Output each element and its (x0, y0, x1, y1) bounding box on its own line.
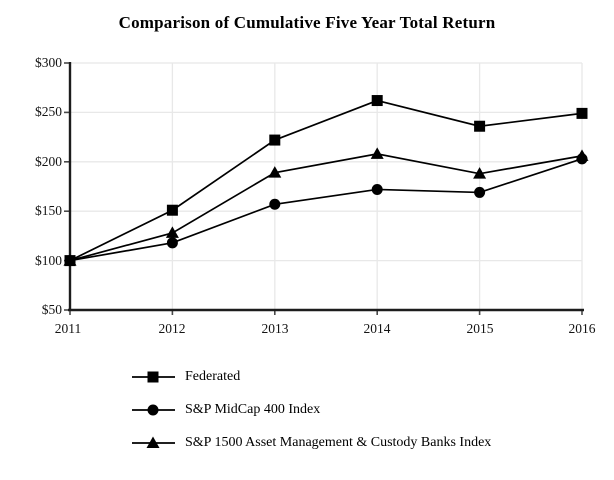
data-point-marker (474, 120, 486, 132)
data-point-marker (474, 186, 486, 198)
y-tick-label: $200 (35, 154, 62, 169)
data-point-marker (370, 147, 384, 159)
plot-area (63, 62, 589, 315)
y-tick-label: $150 (35, 203, 62, 218)
legend-item-federated: Federated (131, 369, 240, 385)
legend-item-sp-midcap-400: S&P MidCap 400 Index (131, 402, 320, 418)
y-tick-label: $100 (35, 253, 62, 268)
x-tick-label: 2011 (54, 321, 82, 336)
chart-title: Comparison of Cumulative Five Year Total… (118, 13, 496, 32)
data-point-marker (269, 134, 281, 146)
series-line (69, 158, 583, 262)
data-point-marker (147, 404, 159, 416)
legend-item-sp-1500-asset-mgmt: S&P 1500 Asset Management & Custody Bank… (131, 435, 491, 451)
circle-marker-icon (132, 404, 175, 416)
data-point-marker (269, 198, 281, 210)
y-tick-label: $250 (35, 104, 62, 119)
legend-label: S&P MidCap 400 Index (185, 402, 321, 417)
data-point-marker (576, 107, 588, 119)
x-tick-label: 2016 (568, 321, 596, 336)
y-tick-label: $50 (41, 302, 62, 317)
data-point-marker (371, 95, 383, 107)
data-point-marker (165, 226, 179, 238)
triangle-marker-icon (132, 436, 175, 448)
data-point-marker (268, 166, 282, 178)
data-point-marker (63, 254, 77, 266)
x-tick-label: 2015 (466, 321, 494, 336)
legend-label: Federated (185, 369, 241, 384)
x-tick-label: 2013 (261, 321, 289, 336)
data-point-marker (147, 371, 159, 383)
data-point-marker (146, 436, 160, 448)
series-line (69, 153, 583, 262)
data-point-marker (575, 149, 589, 161)
legend-label: S&P 1500 Asset Management & Custody Bank… (185, 435, 492, 450)
series-line (69, 99, 583, 262)
square-marker-icon (132, 371, 175, 383)
data-point-marker (473, 167, 487, 179)
data-point-marker (371, 183, 383, 195)
x-tick-label: 2014 (363, 321, 391, 336)
y-tick-label: $300 (35, 55, 62, 70)
data-point-marker (166, 204, 178, 216)
x-tick-label: 2012 (158, 321, 186, 336)
data-point-marker (166, 237, 178, 249)
